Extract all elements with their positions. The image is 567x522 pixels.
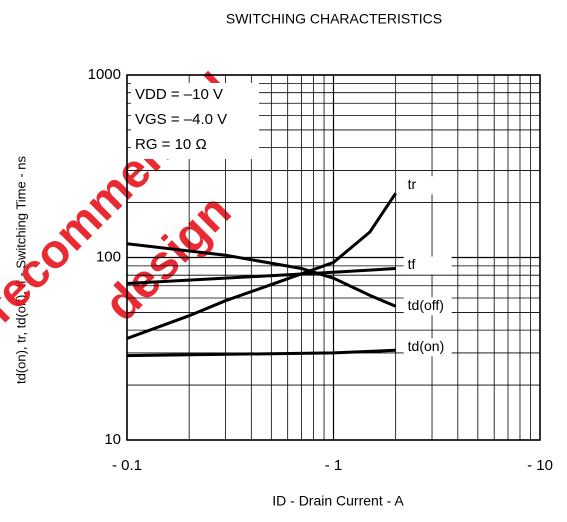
annotation-box bbox=[131, 83, 259, 159]
annotation: VDD = –10 V bbox=[135, 86, 223, 103]
annotation: RG = 10 Ω bbox=[135, 136, 207, 153]
legend-label: tr bbox=[408, 176, 417, 192]
y-tick-label: 10 bbox=[104, 431, 121, 448]
series-line bbox=[126, 192, 397, 340]
x-axis-label: ID - Drain Current - A bbox=[272, 493, 404, 509]
label-bg bbox=[403, 176, 452, 195]
legend-label: tf bbox=[408, 256, 416, 272]
x-tick-label: - 0.1 bbox=[112, 457, 142, 474]
plot-frame bbox=[126, 74, 541, 441]
legend-label: td(off) bbox=[408, 297, 444, 313]
label-bg bbox=[403, 297, 452, 316]
chart-title: SWITCHING CHARACTERISTICS bbox=[226, 11, 442, 27]
series-line bbox=[126, 348, 396, 358]
legend-label: td(on) bbox=[408, 338, 445, 354]
x-tick-label: - 10 bbox=[527, 457, 553, 474]
series-line bbox=[126, 267, 396, 285]
y-tick-label: 100 bbox=[96, 248, 121, 265]
annotation: VGS = –4.0 V bbox=[135, 111, 227, 128]
x-tick-label: - 1 bbox=[325, 457, 343, 474]
series-line bbox=[126, 242, 397, 308]
label-bg bbox=[403, 256, 452, 275]
label-bg bbox=[403, 338, 452, 357]
y-tick-label: 1000 bbox=[88, 66, 121, 83]
y-axis-label: td(on), tr, td(off), tf - Switching Time… bbox=[13, 155, 28, 384]
